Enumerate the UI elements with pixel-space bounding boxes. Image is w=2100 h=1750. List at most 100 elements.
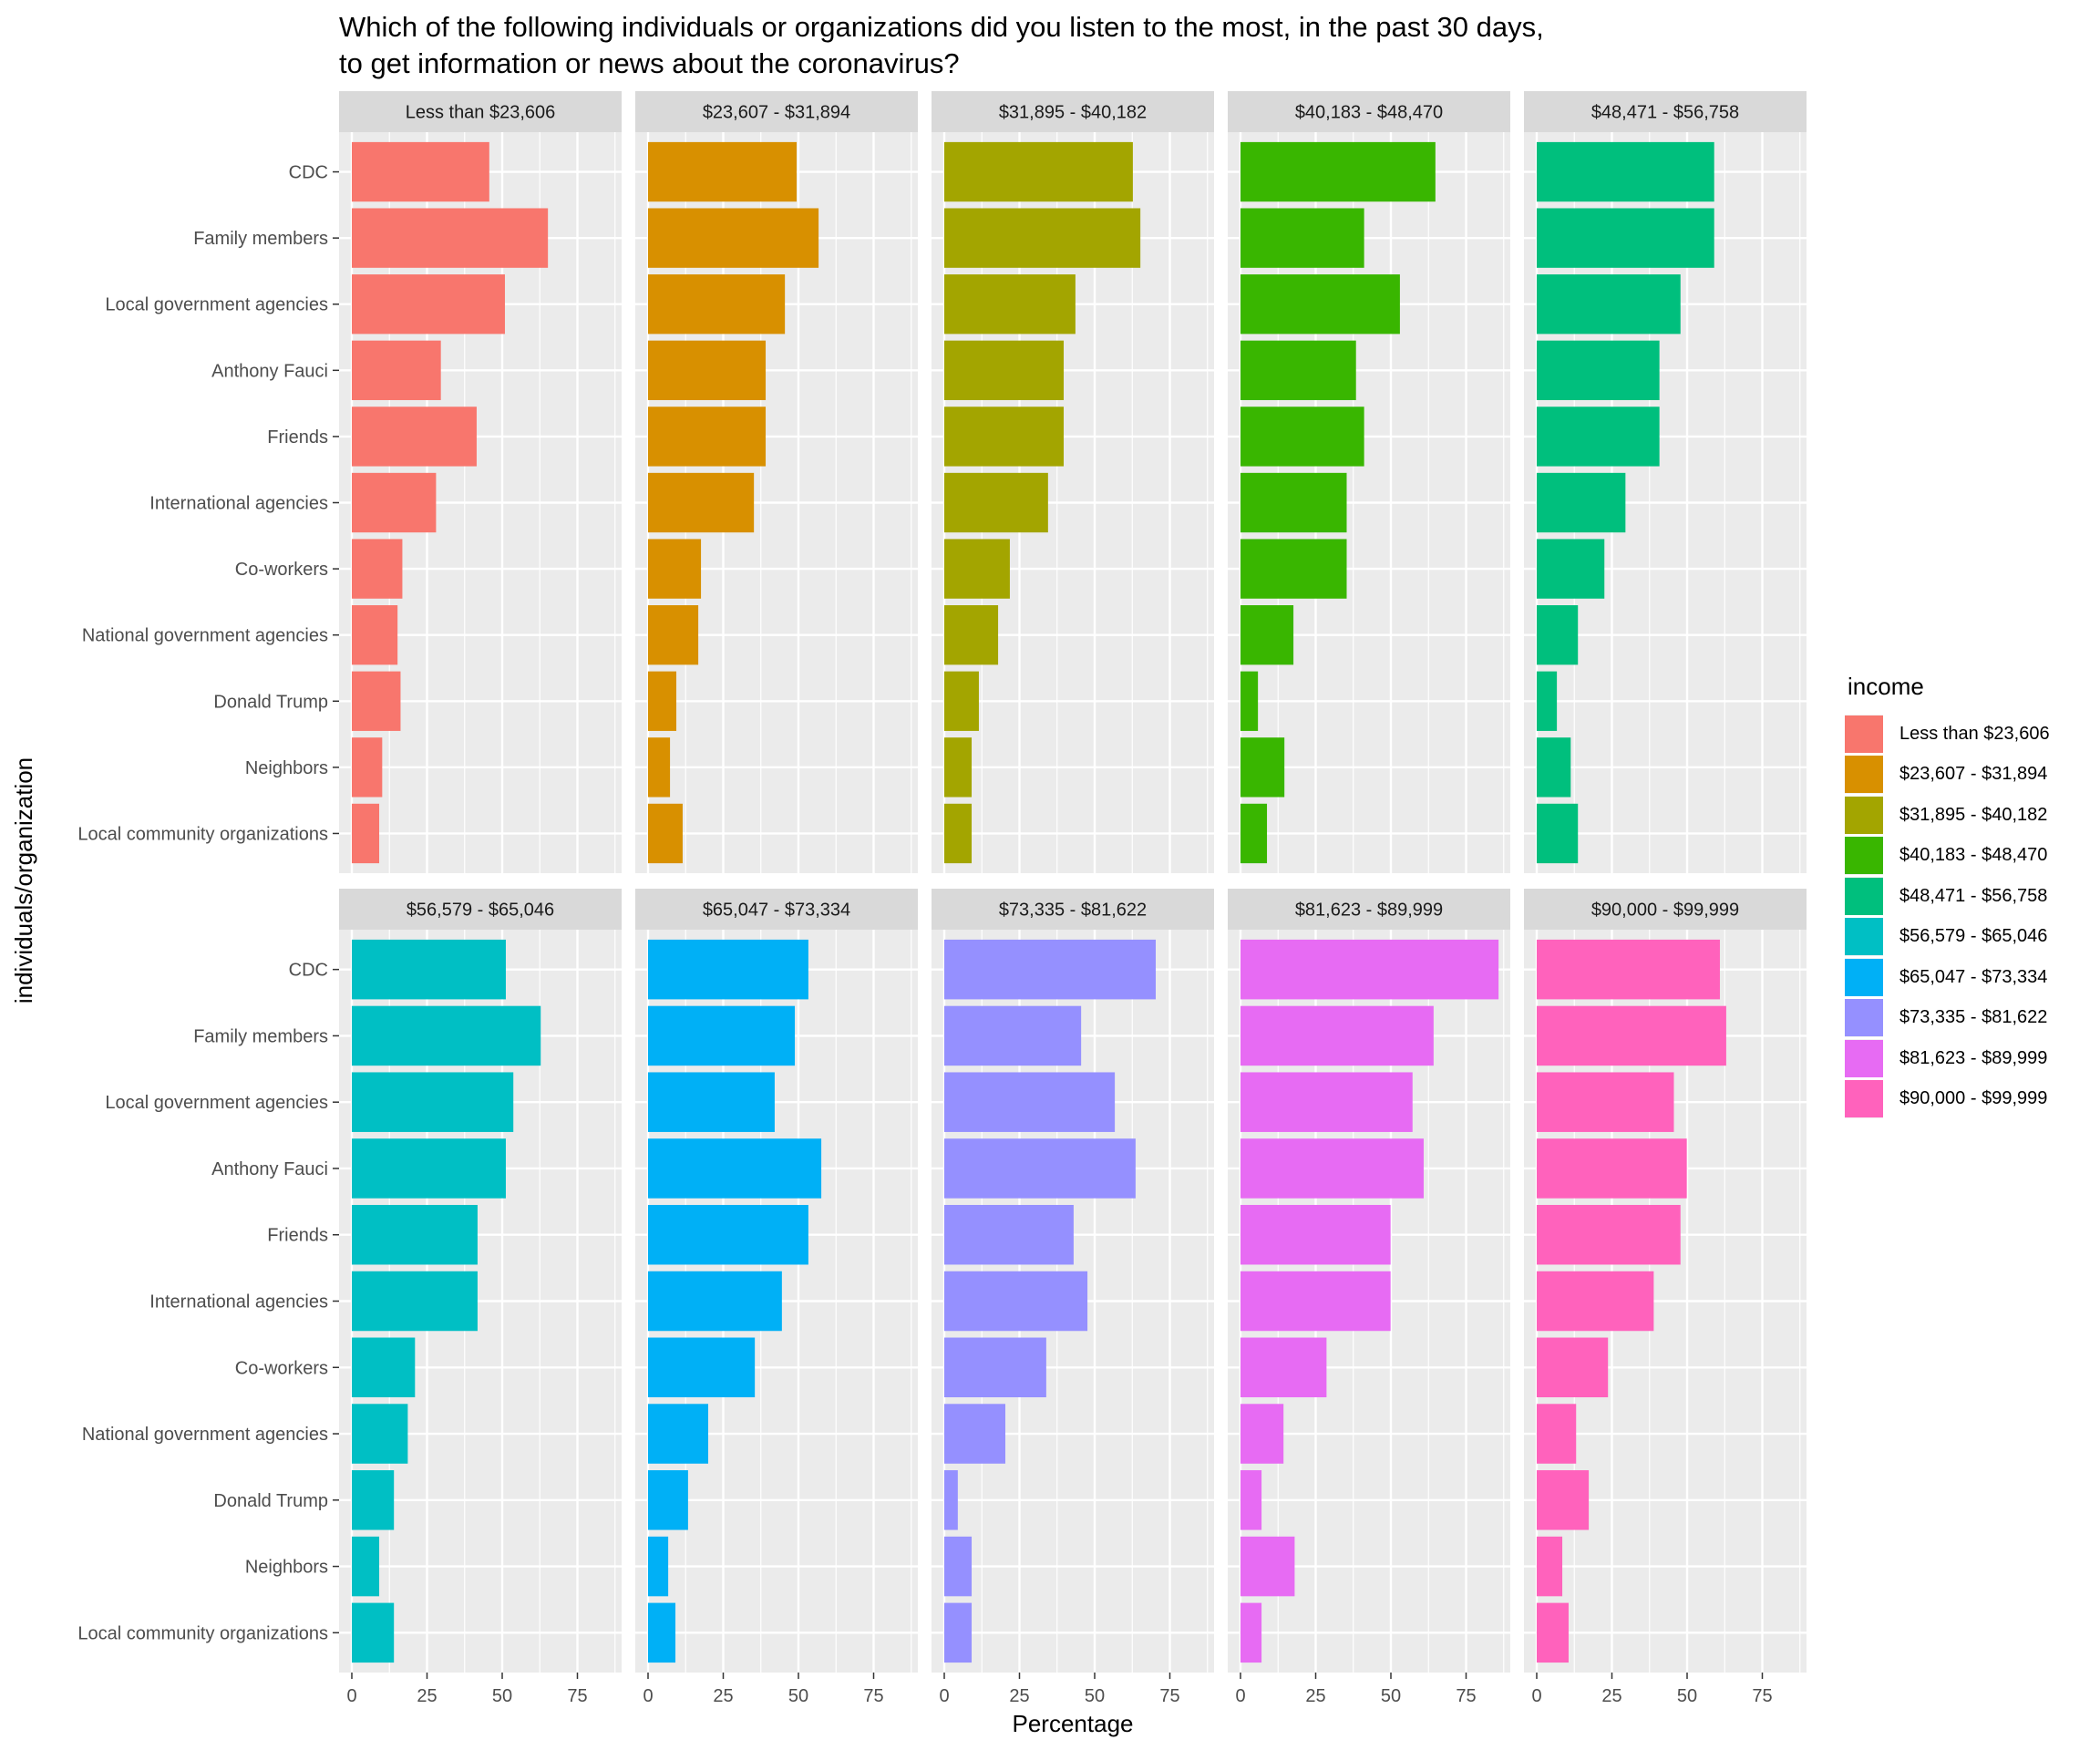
bar xyxy=(352,1404,408,1464)
bar xyxy=(944,472,1048,533)
facet-strip-label: $73,335 - $81,622 xyxy=(999,901,1147,921)
legend: income Less than $23,606 $23,607 - $31,89… xyxy=(1845,673,2050,1119)
y-tick-label: CDC xyxy=(289,163,328,183)
legend-key xyxy=(1845,796,1883,835)
bar xyxy=(944,1602,973,1663)
legend-swatch xyxy=(1845,837,1883,875)
bar xyxy=(1240,671,1259,731)
bar xyxy=(352,1204,478,1265)
bar xyxy=(1240,472,1347,533)
bar xyxy=(648,1404,708,1464)
bar xyxy=(352,1337,416,1398)
legend-key xyxy=(1845,1039,1883,1078)
legend-key xyxy=(1845,1079,1883,1118)
bar xyxy=(1537,737,1571,798)
bar xyxy=(352,737,383,798)
bar xyxy=(1240,340,1356,400)
bar xyxy=(352,1470,395,1530)
bar xyxy=(944,671,979,731)
bar xyxy=(1537,1337,1609,1398)
bar xyxy=(1240,208,1364,268)
bar xyxy=(944,274,1076,335)
bar xyxy=(352,340,441,400)
bar xyxy=(352,1072,514,1132)
x-tick-label: 75 xyxy=(863,1686,883,1706)
legend-item: $90,000 - $99,999 xyxy=(1845,1079,2050,1120)
bar xyxy=(1240,1337,1327,1398)
bar xyxy=(352,605,398,665)
y-tick-label: Neighbors xyxy=(245,1558,328,1578)
bar xyxy=(1537,803,1579,864)
legend-item: $56,579 - $65,046 xyxy=(1845,917,2050,958)
bar xyxy=(648,141,798,202)
bar xyxy=(648,1005,796,1066)
legend-swatch xyxy=(1845,999,1883,1037)
legend-label: $31,895 - $40,182 xyxy=(1899,804,2048,825)
bar xyxy=(352,1536,380,1597)
bar xyxy=(944,1271,1088,1332)
y-tick-label: Local government agencies xyxy=(105,1093,328,1113)
bar xyxy=(944,1470,958,1530)
bar xyxy=(944,1138,1136,1199)
bar xyxy=(352,1271,478,1332)
bar xyxy=(352,407,477,467)
bar xyxy=(352,1138,506,1199)
legend-swatch xyxy=(1845,756,1883,794)
bar xyxy=(648,1602,676,1663)
legend-item: $81,623 - $89,999 xyxy=(1845,1038,2050,1079)
bar xyxy=(1240,1204,1391,1265)
bar xyxy=(1537,208,1714,268)
x-tick-label: 50 xyxy=(1677,1686,1697,1706)
facet-strip-label: $23,607 - $31,894 xyxy=(703,103,850,123)
bar xyxy=(648,1470,688,1530)
legend-swatch xyxy=(1845,877,1883,915)
legend-items: Less than $23,606 $23,607 - $31,894 $31,89… xyxy=(1845,714,2050,1119)
bar xyxy=(1537,1271,1654,1332)
bar xyxy=(352,1005,541,1066)
legend-item: $65,047 - $73,334 xyxy=(1845,957,2050,998)
bar xyxy=(1240,1470,1262,1530)
legend-key xyxy=(1845,877,1883,916)
y-tick-label: Donald Trump xyxy=(213,1491,328,1511)
facet-strip xyxy=(339,91,622,132)
y-axis-title: individuals/organization xyxy=(10,757,37,1004)
facet-strip-label: $48,471 - $56,758 xyxy=(1591,103,1739,123)
legend-label: $73,335 - $81,622 xyxy=(1899,1007,2048,1028)
bar xyxy=(648,1536,669,1597)
facet-strip xyxy=(932,91,1214,132)
bar xyxy=(1240,141,1436,202)
bar xyxy=(1537,539,1605,599)
x-tick-label: 0 xyxy=(939,1686,949,1706)
facet-strip xyxy=(932,889,1214,930)
legend-swatch xyxy=(1845,1039,1883,1077)
facet-strip xyxy=(1524,91,1807,132)
legend-swatch xyxy=(1845,715,1883,753)
bar xyxy=(352,939,506,1000)
bar xyxy=(648,1204,808,1265)
bar xyxy=(1537,407,1660,467)
bar xyxy=(648,208,819,268)
bar xyxy=(648,340,767,400)
legend-label: $40,183 - $48,470 xyxy=(1899,845,2048,866)
x-tick-label: 75 xyxy=(1159,1686,1179,1706)
bar xyxy=(1537,274,1681,335)
bar xyxy=(1240,737,1285,798)
bar xyxy=(944,605,999,665)
bar xyxy=(1537,671,1558,731)
bar xyxy=(1537,1005,1726,1066)
legend-label: $65,047 - $73,334 xyxy=(1899,966,2048,987)
y-tick-label: National government agencies xyxy=(82,1425,328,1445)
bar xyxy=(352,539,403,599)
bar xyxy=(1537,1204,1681,1265)
bar xyxy=(1240,1005,1434,1066)
facet-strip-label: Less than $23,606 xyxy=(406,103,556,123)
bar xyxy=(1240,1271,1391,1332)
bar xyxy=(1537,141,1714,202)
bar xyxy=(944,539,1010,599)
bar xyxy=(1240,539,1347,599)
legend-item: $40,183 - $48,470 xyxy=(1845,836,2050,877)
x-tick-label: 0 xyxy=(346,1686,356,1706)
facet-strip xyxy=(635,91,918,132)
x-tick-label: 50 xyxy=(492,1686,512,1706)
legend-label: $56,579 - $65,046 xyxy=(1899,926,2048,947)
